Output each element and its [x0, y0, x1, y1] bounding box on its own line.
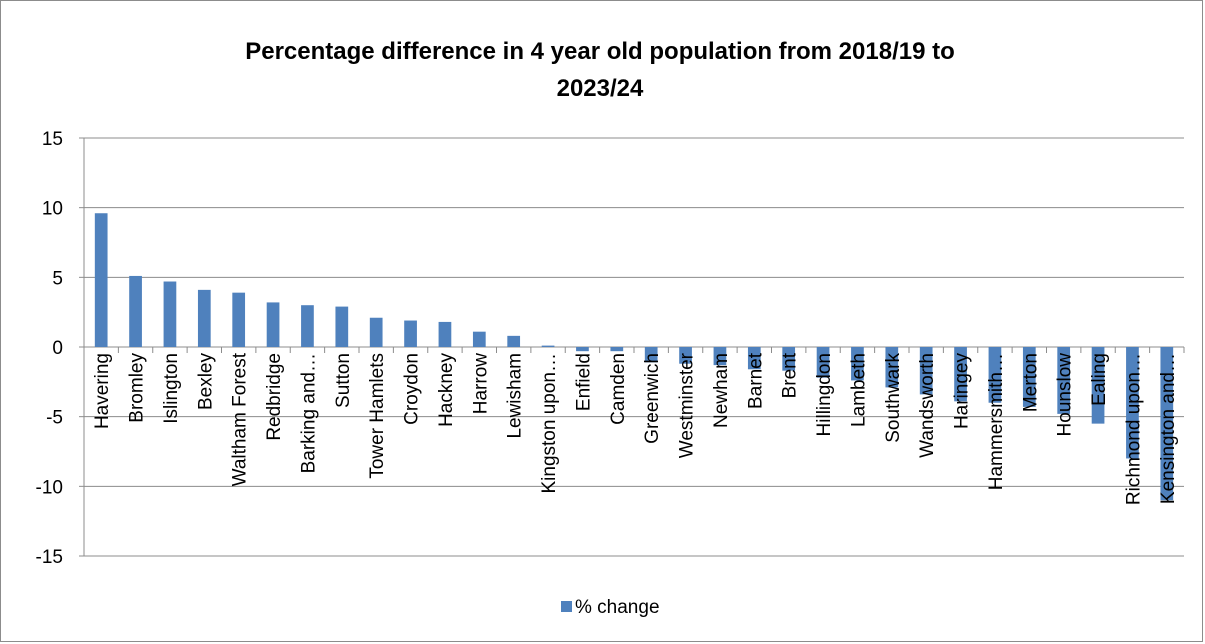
bar [301, 305, 314, 347]
bar [335, 306, 349, 347]
legend-label: % change [575, 597, 660, 618]
bar [679, 347, 692, 364]
bar [610, 347, 624, 352]
bar [1057, 347, 1071, 414]
category-label: Tower Hamlets [367, 353, 388, 479]
category-label: Croydon [402, 353, 423, 425]
category-label: Hackney [436, 353, 457, 427]
bar [816, 347, 830, 378]
y-tick-label: -15 [36, 547, 63, 568]
bar [94, 213, 108, 347]
bar [644, 347, 658, 363]
bar [369, 317, 383, 347]
category-label: Richmond upon… [1123, 353, 1144, 505]
bar [1126, 347, 1139, 459]
y-tick-label: -10 [36, 477, 63, 498]
bar [266, 302, 280, 347]
category-label: Southwark [883, 353, 904, 443]
bar [472, 331, 486, 347]
x-category-labels: Havering Bromley Islington Bexley Waltham Fo… [92, 352, 1179, 505]
y-tick-label: 10 [42, 199, 63, 220]
y-tick-label: 15 [42, 129, 63, 150]
bar [988, 347, 1002, 403]
category-label: Brent [780, 352, 801, 398]
category-label: Lewisham [505, 353, 526, 439]
category-label: Sutton [333, 353, 354, 408]
y-tick-label: 0 [52, 338, 63, 359]
category-label: Newham [711, 353, 732, 428]
bar [576, 347, 589, 352]
category-label: Waltham Forest [230, 352, 251, 486]
bar [782, 347, 796, 371]
category-label: Bromley [127, 353, 148, 423]
category-label: Havering [92, 353, 113, 429]
bar [541, 345, 555, 347]
category-label: Kingston upon… [539, 353, 560, 494]
category-label: Hammersmith… [986, 353, 1007, 490]
category-label: Bexley [195, 353, 216, 411]
bar [129, 275, 142, 347]
category-label: Lambeth [848, 353, 869, 427]
category-label: Barking and… [298, 353, 319, 473]
chart-title-line: Percentage difference in 4 year old popu… [245, 38, 955, 65]
bar [1160, 347, 1174, 501]
bar [1022, 347, 1036, 407]
category-label: Ealing [1089, 353, 1110, 406]
bar [404, 320, 417, 347]
bar [232, 292, 246, 347]
category-label: Greenwich [642, 353, 663, 444]
bar [197, 289, 211, 347]
bar [713, 347, 727, 366]
chart-title-line: 2023/24 [557, 75, 644, 102]
category-label: Hounslow [1055, 353, 1076, 437]
bar [851, 347, 864, 381]
bar [1091, 347, 1105, 424]
category-label: Haringey [952, 353, 973, 430]
category-label: Islington [161, 353, 182, 424]
category-label: Enfield [573, 353, 594, 411]
bar [885, 347, 899, 388]
legend: % change [561, 597, 660, 618]
category-label: Westminster [677, 352, 698, 458]
category-label: Camden [608, 353, 629, 425]
category-label: Barnet [745, 352, 766, 409]
y-tick-label: 5 [52, 268, 63, 289]
y-tick-label: -5 [46, 408, 63, 429]
y-tick-labels: 15 10 5 0 -5 -10 -15 [36, 129, 63, 568]
chart-title: Percentage difference in 4 year old popu… [245, 38, 955, 102]
legend-swatch [561, 601, 572, 612]
bar [507, 335, 521, 347]
category-label: Redbridge [264, 353, 285, 441]
category-label: Kensington and… [1158, 353, 1179, 504]
category-label: Wandsworth [917, 353, 938, 458]
category-label: Harrow [470, 353, 491, 415]
bar [919, 347, 933, 395]
category-label: Hillingdon [814, 353, 835, 436]
bar [954, 347, 967, 402]
bar [163, 281, 177, 347]
gridlines [84, 137, 1184, 557]
bar [747, 347, 761, 370]
category-label: Merton [1020, 353, 1041, 412]
bars [94, 213, 1174, 501]
bar [438, 321, 452, 347]
